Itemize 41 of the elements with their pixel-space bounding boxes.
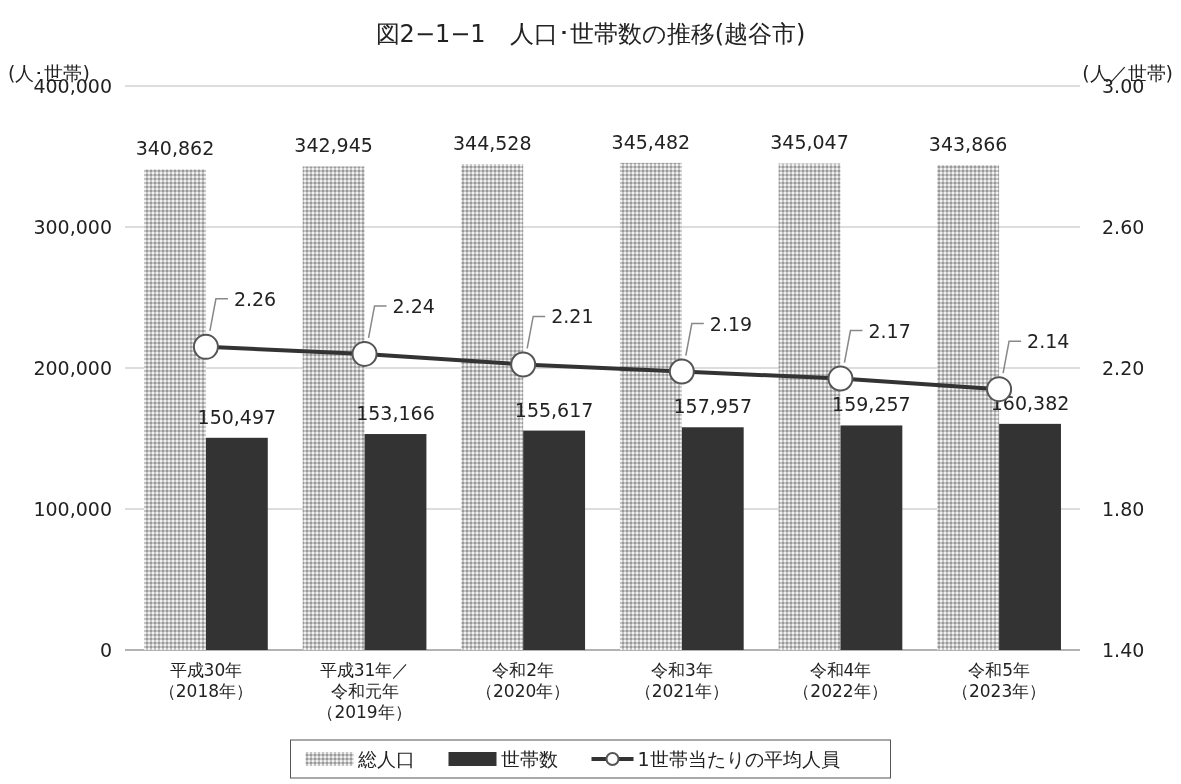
data-label: 2.17 [868, 319, 911, 342]
y2-tick-label: 1.80 [1102, 498, 1145, 520]
bar [523, 430, 586, 650]
x-tick-label: 令和3年（2021年） [633, 660, 730, 702]
x-tick-label: 令和5年（2023年） [951, 660, 1048, 702]
x-tick-label: 平成31年／令和元年（2019年） [316, 660, 413, 723]
data-label: 2.21 [551, 305, 594, 328]
y2-tick-label: 1.40 [1102, 639, 1145, 661]
data-label: 153,166 [356, 402, 435, 425]
y-tick-label: 0 [99, 639, 112, 661]
legend-label: 総人口 [356, 748, 415, 770]
data-label: 2.26 [233, 287, 277, 310]
chart-title: 図2−1−1 人口･世帯数の推移(越谷市) [375, 20, 806, 48]
data-label: 343,866 [928, 133, 1008, 156]
data-label: 2.14 [1027, 330, 1070, 353]
y-tick-label: 100,000 [33, 498, 112, 520]
bar [364, 434, 427, 650]
legend-label: 世帯数 [500, 748, 558, 770]
data-label: 344,528 [452, 132, 532, 155]
x-tick-label: 令和4年（2022年） [792, 660, 889, 702]
x-tick-label: 令和2年（2020年） [475, 660, 572, 702]
data-label: 340,862 [135, 137, 215, 160]
data-label: 159,257 [832, 393, 911, 416]
bar [681, 427, 744, 650]
data-label: 345,047 [770, 131, 849, 154]
y-tick-label: 300,000 [33, 216, 112, 238]
data-label: 157,957 [673, 395, 753, 418]
data-label: 342,945 [294, 134, 373, 157]
bar [999, 423, 1061, 650]
y-tick-label: 200,000 [33, 357, 112, 379]
data-label: 2.19 [709, 312, 753, 335]
data-label: 150,497 [197, 405, 277, 428]
bar [840, 425, 903, 650]
legend-label: 1世帯当たりの平均人員 [637, 748, 840, 770]
bar [205, 437, 268, 650]
data-label: 345,482 [611, 130, 691, 153]
x-tick-label: 平成30年（2018年） [157, 660, 254, 702]
y2-tick-label: 2.60 [1102, 216, 1145, 238]
data-label: 2.24 [392, 294, 435, 317]
data-label: 155,617 [514, 398, 594, 421]
y2-tick-label: 2.20 [1102, 357, 1145, 379]
